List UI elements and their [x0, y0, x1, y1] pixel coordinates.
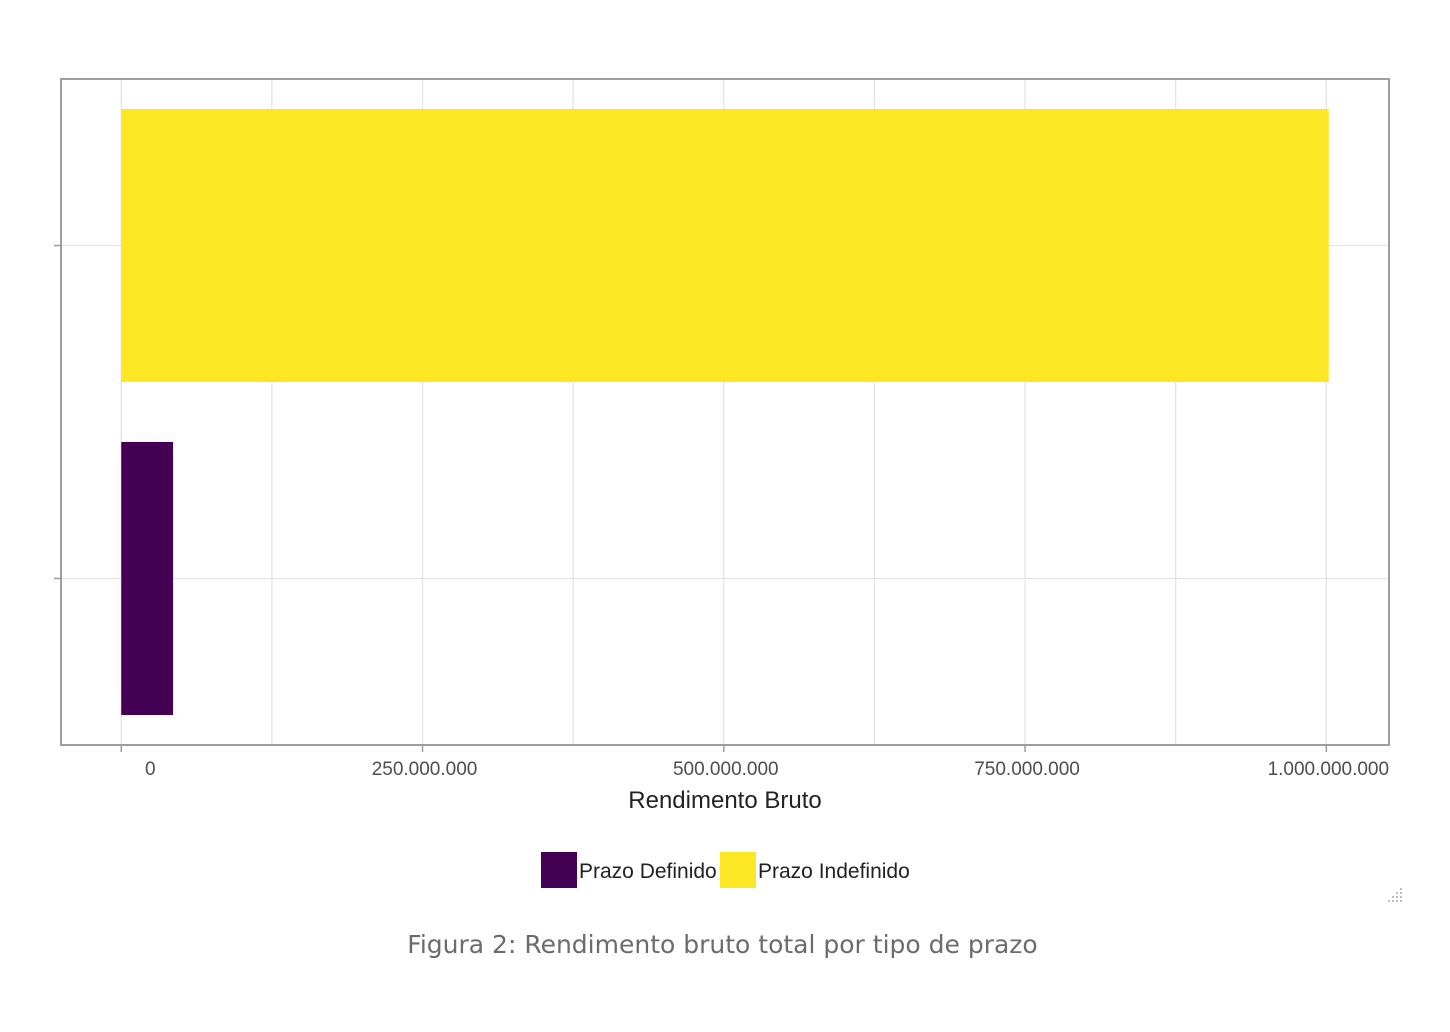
- resize-grip-icon[interactable]: [1382, 884, 1404, 906]
- figure-caption: Figura 2: Rendimento bruto total por tip…: [407, 930, 1038, 959]
- bar-prazo-indefinido: [121, 108, 1329, 383]
- x-tick-label: 250.000.000: [372, 759, 478, 780]
- x-tick-label: 1.000.000.000: [1268, 759, 1390, 780]
- legend-swatch-prazo-indefinido: [720, 852, 756, 888]
- legend: Prazo Definido Prazo Indefinido: [541, 852, 910, 888]
- bars: [121, 108, 1329, 716]
- x-axis-title: Rendimento Bruto: [628, 787, 821, 814]
- axis-ticks: [54, 244, 1328, 752]
- x-tick-label: 0: [145, 759, 156, 780]
- bar-prazo-definido: [121, 441, 174, 716]
- legend-label-prazo-indefinido: Prazo Indefinido: [758, 860, 910, 883]
- x-tick-label: 750.000.000: [974, 759, 1080, 780]
- x-tick-label: 500.000.000: [673, 759, 779, 780]
- x-axis-tick-labels: 0 250.000.000 500.000.000 750.000.000 1.000.…: [145, 759, 1389, 780]
- panel-border: [60, 78, 1390, 746]
- legend-label-prazo-definido: Prazo Definido: [579, 860, 717, 883]
- legend-swatch-prazo-definido: [541, 852, 577, 888]
